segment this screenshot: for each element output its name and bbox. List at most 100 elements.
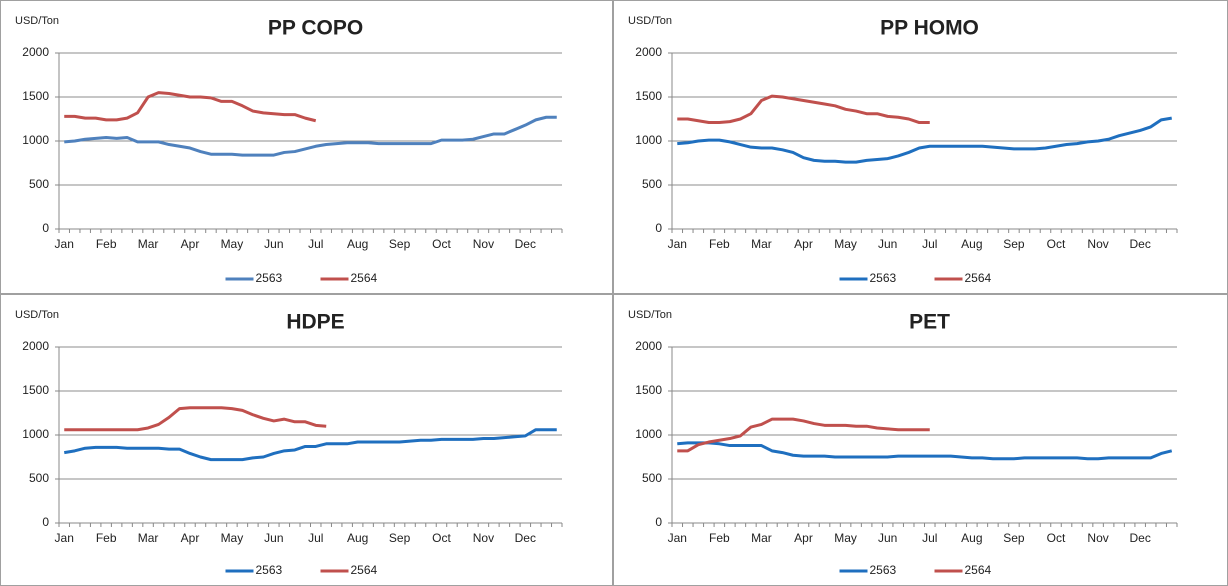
x-tick-label: May	[834, 531, 857, 545]
data-line	[677, 417, 930, 453]
x-tick-label: Sep	[1003, 531, 1025, 545]
x-tick-label: Jan	[55, 531, 74, 545]
x-tick-label: Aug	[347, 237, 368, 251]
y-tick-label: 1000	[22, 133, 49, 147]
y-tick-label: 1500	[22, 383, 49, 397]
x-tick-label: Jun	[878, 237, 897, 251]
data-line	[64, 91, 317, 123]
y-tick-label: 1500	[635, 89, 662, 103]
y-axis-label: USD/Ton	[628, 309, 672, 321]
y-tick-label: 1000	[22, 427, 49, 441]
x-tick-label: Dec	[1130, 237, 1151, 251]
x-tick-label: Jul	[922, 531, 937, 545]
x-tick-label: Apr	[794, 237, 813, 251]
x-tick-label: Aug	[347, 531, 368, 545]
x-tick-label: Apr	[181, 531, 200, 545]
x-tick-label: Nov	[1087, 531, 1108, 545]
y-tick-label: 2000	[22, 339, 49, 353]
legend-label: 2563	[256, 271, 283, 285]
data-line	[64, 115, 557, 157]
chart-panel: HDPE USD/Ton 0 500 1000 1500 2000 Jan Feb Mar Apr M…	[0, 294, 613, 586]
x-tick-label: Jun	[264, 237, 283, 251]
x-tick-label: Mar	[138, 531, 159, 545]
y-tick-label: 0	[42, 515, 49, 529]
chart-panel: PP COPO USD/Ton 0 500 1000 1500 2000 Jan Feb Mar A…	[0, 0, 613, 294]
chart-panel: PP HOMO USD/Ton 0 500 1000 1500 2000 Jan Feb Mar A…	[613, 0, 1228, 294]
chart-title: PP HOMO	[880, 17, 979, 40]
legend-label: 2564	[965, 563, 992, 577]
y-tick-label: 500	[642, 177, 662, 191]
x-tick-label: May	[221, 531, 244, 545]
x-tick-label: Jan	[668, 531, 687, 545]
y-tick-label: 2000	[635, 45, 662, 59]
data-line	[64, 406, 327, 432]
x-tick-label: Jul	[922, 237, 937, 251]
x-tick-label: Mar	[751, 531, 772, 545]
y-tick-label: 1000	[635, 427, 662, 441]
chart: PET USD/Ton 0 500 1000 1500 2000 Jan Feb Mar Apr Ma…	[628, 309, 1178, 577]
x-tick-label: Jul	[308, 531, 323, 545]
data-line	[677, 116, 1172, 164]
legend-label: 2563	[256, 563, 283, 577]
chart: PP HOMO USD/Ton 0 500 1000 1500 2000 Jan Feb Mar A…	[628, 15, 1178, 285]
data-line	[677, 94, 930, 125]
y-tick-label: 1000	[635, 133, 662, 147]
x-tick-label: Sep	[389, 237, 411, 251]
x-tick-label: May	[221, 237, 244, 251]
chart-title: PET	[909, 311, 950, 334]
y-tick-label: 0	[655, 515, 662, 529]
x-tick-label: Dec	[1130, 531, 1151, 545]
y-axis-label: USD/Ton	[15, 15, 59, 27]
x-tick-label: Feb	[709, 531, 730, 545]
y-tick-label: 1500	[635, 383, 662, 397]
legend-label: 2564	[965, 271, 992, 285]
x-tick-label: Jan	[668, 237, 687, 251]
y-tick-label: 2000	[635, 339, 662, 353]
x-tick-label: Sep	[389, 531, 411, 545]
x-tick-label: Dec	[515, 531, 536, 545]
y-tick-label: 2000	[22, 45, 49, 59]
x-tick-label: Jan	[55, 237, 74, 251]
x-tick-label: Sep	[1003, 237, 1025, 251]
x-tick-label: Oct	[1047, 237, 1066, 251]
x-tick-label: Feb	[96, 237, 117, 251]
y-axis-label: USD/Ton	[15, 309, 59, 321]
y-axis-label: USD/Ton	[628, 15, 672, 27]
x-tick-label: Aug	[961, 237, 982, 251]
y-tick-label: 1500	[22, 89, 49, 103]
x-tick-label: Feb	[96, 531, 117, 545]
x-tick-label: Jul	[308, 237, 323, 251]
y-tick-label: 0	[655, 221, 662, 235]
legend-label: 2564	[351, 271, 378, 285]
y-tick-label: 500	[642, 471, 662, 485]
x-tick-label: Mar	[138, 237, 159, 251]
x-tick-label: Nov	[473, 531, 494, 545]
chart: PP COPO USD/Ton 0 500 1000 1500 2000 Jan Feb Mar A…	[15, 15, 563, 285]
data-line	[677, 441, 1173, 461]
legend-label: 2564	[351, 563, 378, 577]
chart-title: PP COPO	[268, 17, 363, 40]
x-tick-label: Feb	[709, 237, 730, 251]
x-tick-label: Nov	[473, 237, 494, 251]
x-tick-label: Aug	[961, 531, 982, 545]
chart: HDPE USD/Ton 0 500 1000 1500 2000 Jan Feb Mar Apr M…	[15, 309, 563, 577]
data-line	[63, 428, 557, 462]
x-tick-label: Mar	[751, 237, 772, 251]
chart-title: HDPE	[286, 311, 344, 334]
x-tick-label: Oct	[1047, 531, 1066, 545]
y-tick-label: 500	[29, 471, 49, 485]
x-tick-label: Jun	[878, 531, 897, 545]
x-tick-label: Oct	[432, 237, 451, 251]
y-tick-label: 500	[29, 177, 49, 191]
chart-panel: PET USD/Ton 0 500 1000 1500 2000 Jan Feb Mar Apr Ma…	[613, 294, 1228, 586]
x-tick-label: Jun	[264, 531, 283, 545]
legend-label: 2563	[870, 563, 897, 577]
x-tick-label: Dec	[515, 237, 536, 251]
y-tick-label: 0	[42, 221, 49, 235]
legend-label: 2563	[870, 271, 897, 285]
x-tick-label: May	[834, 237, 857, 251]
x-tick-label: Oct	[432, 531, 451, 545]
x-tick-label: Apr	[794, 531, 813, 545]
x-tick-label: Nov	[1087, 237, 1108, 251]
